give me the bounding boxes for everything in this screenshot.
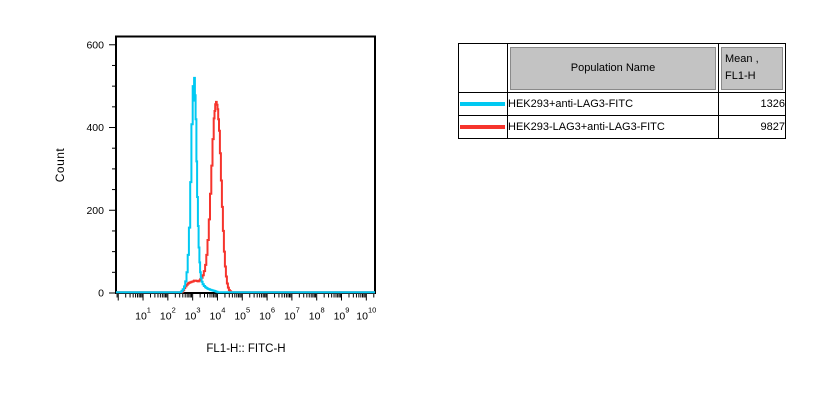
table-row: HEK293+anti-LAG3-FITC 1326 (458, 92, 786, 116)
swatch-column-header (458, 43, 508, 93)
x-tick-label: 106 (259, 306, 275, 323)
y-axis-tick-labels: 0 200 400 600 (86, 39, 104, 299)
population-cell: HEK293+anti-LAG3-FITC (507, 92, 719, 116)
x-tick-label: 101 (135, 306, 151, 323)
histogram-curve-cyan (116, 76, 375, 294)
mean-header-line2: FL1-H (725, 70, 756, 82)
population-name-header-label: Population Name (570, 61, 656, 74)
y-tick-label: 0 (98, 288, 104, 300)
histogram-curve-red (116, 100, 375, 294)
x-axis-tick-labels: 101 102 103 104 105 106 107 108 109 1010 (135, 306, 376, 323)
mean-value-cell: 9827 (718, 115, 786, 139)
plot-border (115, 35, 376, 294)
y-axis-ticks (109, 44, 116, 294)
y-axis-title: Count (53, 148, 67, 183)
mean-header-line1: Mean , (725, 53, 759, 65)
x-axis-title: FL1-H:: FITC-H (206, 343, 285, 355)
mean-value-cell: 1326 (718, 92, 786, 116)
x-tick-label: 108 (309, 306, 325, 323)
flow-histogram-chart: 101 102 103 104 105 106 107 108 109 1010 0 200 400 60… (53, 35, 376, 355)
population-cell: HEK293-LAG3+anti-LAG3-FITC (507, 115, 719, 139)
y-tick-label: 200 (86, 205, 104, 217)
red-series-swatch (460, 125, 505, 129)
x-tick-label: 102 (160, 306, 176, 323)
table-row: HEK293-LAG3+anti-LAG3-FITC 9827 (458, 115, 786, 139)
mean-fl1h-header: Mean , FL1-H (718, 43, 786, 93)
y-tick-label: 600 (86, 39, 104, 51)
x-tick-label: 107 (284, 306, 300, 323)
x-tick-label: 109 (334, 306, 350, 323)
swatch-cell (458, 115, 508, 139)
table-header-row: Population Name Mean , FL1-H (458, 43, 786, 93)
swatch-cell (458, 92, 508, 116)
population-stats-table: Population Name Mean , FL1-H HEK293+anti… (458, 43, 786, 139)
x-tick-label: 104 (210, 306, 226, 323)
x-axis-ticks (116, 294, 375, 301)
population-name-header: Population Name (507, 43, 719, 93)
cyan-series-swatch (460, 102, 505, 106)
y-tick-label: 400 (86, 122, 104, 134)
x-tick-label: 103 (185, 306, 201, 323)
histogram-svg: 101 102 103 104 105 106 107 108 109 1010 0 200 400 60… (53, 35, 376, 355)
x-tick-label: 105 (234, 306, 250, 323)
x-tick-label: 1010 (356, 306, 376, 323)
